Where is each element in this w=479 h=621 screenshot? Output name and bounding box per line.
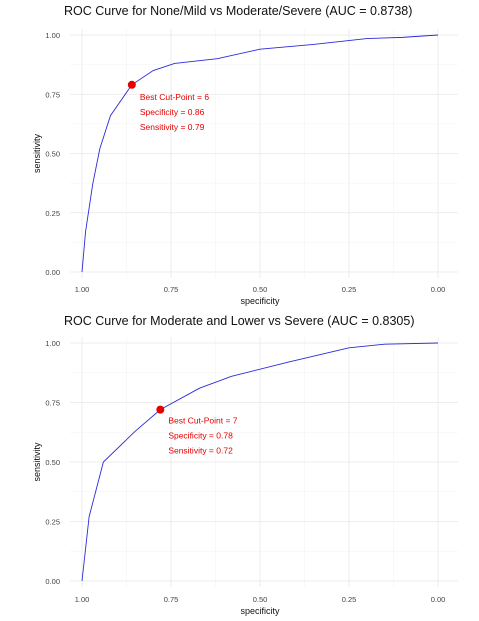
y-axis-label: sensitivity <box>32 133 42 173</box>
annotation-label: Specificity = 0.86 <box>140 107 205 117</box>
annotation-label: Best Cut-Point = 6 <box>140 92 209 102</box>
x-tick-label: 0.50 <box>253 595 268 604</box>
y-tick-label: 0.00 <box>45 268 60 277</box>
y-tick-label: 0.00 <box>45 577 60 586</box>
y-tick-label: 0.25 <box>45 518 60 527</box>
y-tick-label: 1.00 <box>45 31 60 40</box>
best-cut-point-marker <box>156 405 165 414</box>
x-tick-label: 0.75 <box>164 285 179 294</box>
annotation-label: Best Cut-Point = 7 <box>168 416 237 426</box>
y-tick-label: 1.00 <box>45 339 60 348</box>
x-tick-label: 0.25 <box>342 595 357 604</box>
x-tick-label: 0.75 <box>164 595 179 604</box>
chart-plot-area: 0.00 0.25 0.50 0.75 1.00 1.00 0.75 0.50 0.25 0.00… <box>32 29 458 306</box>
x-tick-label: 0.50 <box>253 285 268 294</box>
chart-plot-area: 0.00 0.25 0.50 0.75 1.00 1.00 0.75 0.50 0.25 0.00… <box>32 337 458 616</box>
y-tick-label: 0.25 <box>45 209 60 218</box>
annotation-label: Sensitivity = 0.79 <box>140 122 205 132</box>
roc-chart-1: ROC Curve for None/Mild vs Moderate/Seve… <box>0 0 479 310</box>
x-tick-label: 0.00 <box>431 595 446 604</box>
best-cut-point-marker <box>127 80 136 89</box>
x-axis-label: specificity <box>240 606 280 616</box>
x-tick-label: 1.00 <box>75 595 90 604</box>
annotation-label: Sensitivity = 0.72 <box>168 446 233 456</box>
y-tick-label: 0.75 <box>45 399 60 408</box>
chart-title: ROC Curve for Moderate and Lower vs Seve… <box>64 314 415 328</box>
roc-curve-line <box>81 342 439 582</box>
annotation-label: Specificity = 0.78 <box>168 431 233 441</box>
x-tick-label: 0.25 <box>342 285 357 294</box>
roc-chart-2: ROC Curve for Moderate and Lower vs Seve… <box>0 310 479 621</box>
y-tick-label: 0.75 <box>45 90 60 99</box>
roc-curve-line <box>81 34 439 273</box>
chart-title: ROC Curve for None/Mild vs Moderate/Seve… <box>64 4 413 18</box>
y-tick-label: 0.50 <box>45 150 60 159</box>
x-axis-label: specificity <box>240 296 280 306</box>
x-tick-label: 1.00 <box>75 285 90 294</box>
y-tick-label: 0.50 <box>45 458 60 467</box>
y-axis-label: sensitivity <box>32 442 42 482</box>
x-tick-label: 0.00 <box>431 285 446 294</box>
